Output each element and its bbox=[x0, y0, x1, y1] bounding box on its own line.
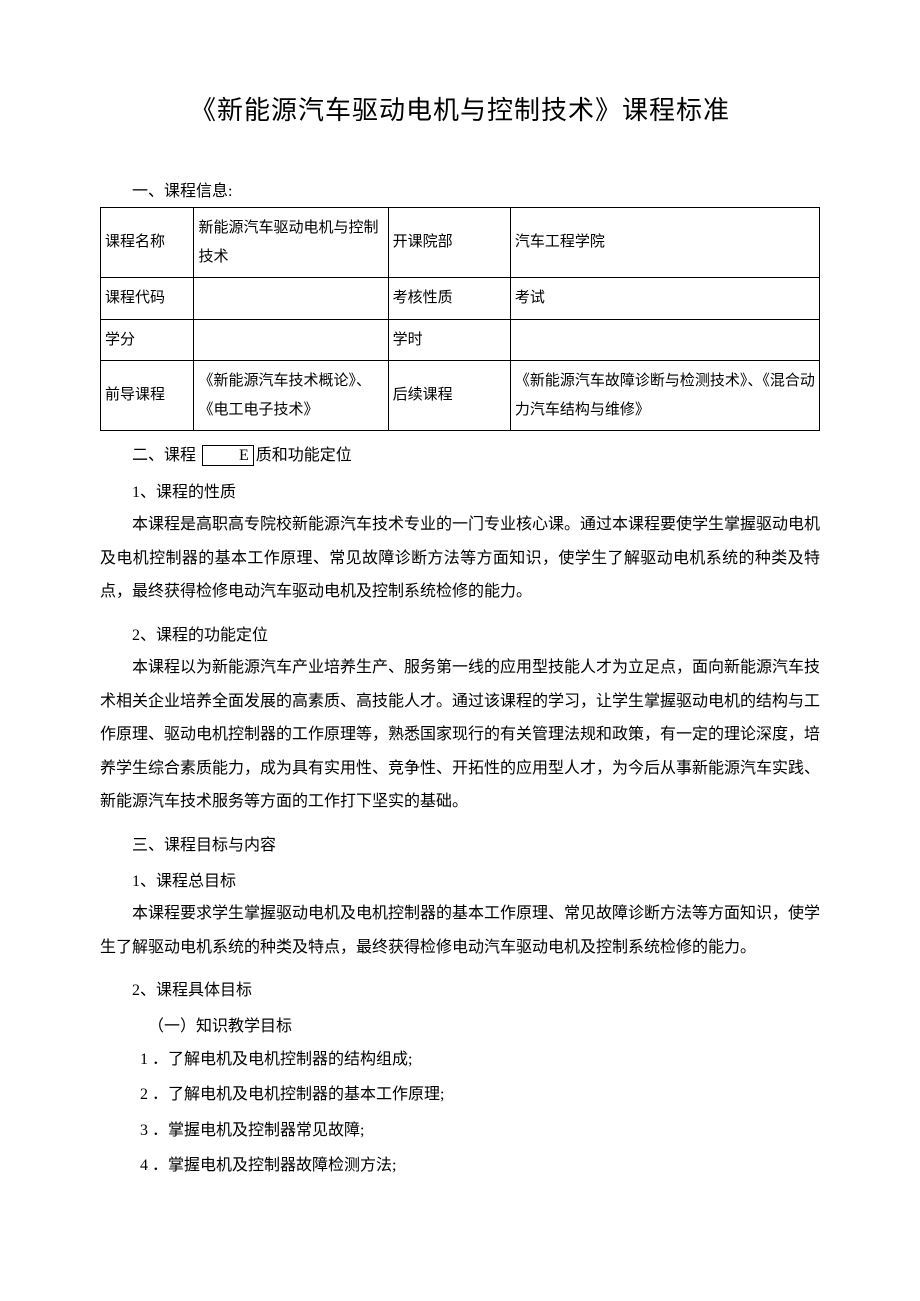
document-page: 《新能源汽车驱动电机与控制技术》课程标准 一、课程信息: 课程名称 新能源汽车驱… bbox=[0, 0, 920, 1301]
section-2-2-heading: 2、课程的功能定位 bbox=[100, 621, 820, 645]
section-3-2-heading: 2、课程具体目标 bbox=[100, 976, 820, 1000]
cell-credit-val bbox=[194, 319, 388, 361]
cell-hours-key: 学时 bbox=[388, 319, 510, 361]
section-2-heading: 二、课程 E质和功能定位 bbox=[100, 441, 820, 466]
table-row: 课程名称 新能源汽车驱动电机与控制技术 开课院部 汽车工程学院 bbox=[101, 208, 820, 278]
cell-assess-val: 考试 bbox=[510, 278, 819, 320]
cell-hours-val bbox=[510, 319, 819, 361]
cell-dept-key: 开课院部 bbox=[388, 208, 510, 278]
cell-course-name-val: 新能源汽车驱动电机与控制技术 bbox=[194, 208, 388, 278]
cell-prereq-key: 前导课程 bbox=[101, 361, 194, 431]
list-item: 2 ．了解电机及电机控制器的基本工作原理; bbox=[100, 1077, 820, 1112]
section-3-2-group1-heading: （一）知识教学目标 bbox=[100, 1012, 820, 1036]
section-2-1-heading: 1、课程的性质 bbox=[100, 478, 820, 502]
section-2-suffix: 质和功能定位 bbox=[256, 447, 352, 464]
section-3-heading: 三、课程目标与内容 bbox=[100, 831, 820, 855]
cell-code-key: 课程代码 bbox=[101, 278, 194, 320]
list-item: 3 ．掌握电机及控制器常见故障; bbox=[100, 1113, 820, 1148]
cell-followup-val: 《新能源汽车故障诊断与检测技术》、《混合动力汽车结构与维修》 bbox=[510, 361, 819, 431]
boxed-char: E bbox=[202, 445, 254, 466]
section-2-2-paragraph: 本课程以为新能源汽车产业培养生产、服务第一线的应用型技能人才为立足点，面向新能源… bbox=[100, 651, 820, 819]
cell-code-val bbox=[194, 278, 388, 320]
table-row: 学分 学时 bbox=[101, 319, 820, 361]
cell-credit-key: 学分 bbox=[101, 319, 194, 361]
table-row: 课程代码 考核性质 考试 bbox=[101, 278, 820, 320]
list-item: 4 ．掌握电机及控制器故障检测方法; bbox=[100, 1148, 820, 1183]
section-3-1-heading: 1、课程总目标 bbox=[100, 867, 820, 891]
cell-dept-val: 汽车工程学院 bbox=[510, 208, 819, 278]
section-2-prefix: 二、课程 bbox=[132, 447, 196, 464]
course-info-table: 课程名称 新能源汽车驱动电机与控制技术 开课院部 汽车工程学院 课程代码 考核性… bbox=[100, 207, 820, 431]
document-title: 《新能源汽车驱动电机与控制技术》课程标准 bbox=[100, 90, 820, 127]
cell-assess-key: 考核性质 bbox=[388, 278, 510, 320]
table-row: 前导课程 《新能源汽车技术概论》、《电工电子技术》 后续课程 《新能源汽车故障诊… bbox=[101, 361, 820, 431]
section-1-heading: 一、课程信息: bbox=[100, 177, 820, 201]
section-3-1-paragraph: 本课程要求学生掌握驱动电机及电机控制器的基本工作原理、常见故障诊断方法等方面知识… bbox=[100, 897, 820, 964]
cell-course-name-key: 课程名称 bbox=[101, 208, 194, 278]
list-item: 1 ．了解电机及电机控制器的结构组成; bbox=[100, 1042, 820, 1077]
section-2-1-paragraph: 本课程是高职高专院校新能源汽车技术专业的一门专业核心课。通过本课程要使学生掌握驱… bbox=[100, 508, 820, 609]
cell-followup-key: 后续课程 bbox=[388, 361, 510, 431]
cell-prereq-val: 《新能源汽车技术概论》、《电工电子技术》 bbox=[194, 361, 388, 431]
